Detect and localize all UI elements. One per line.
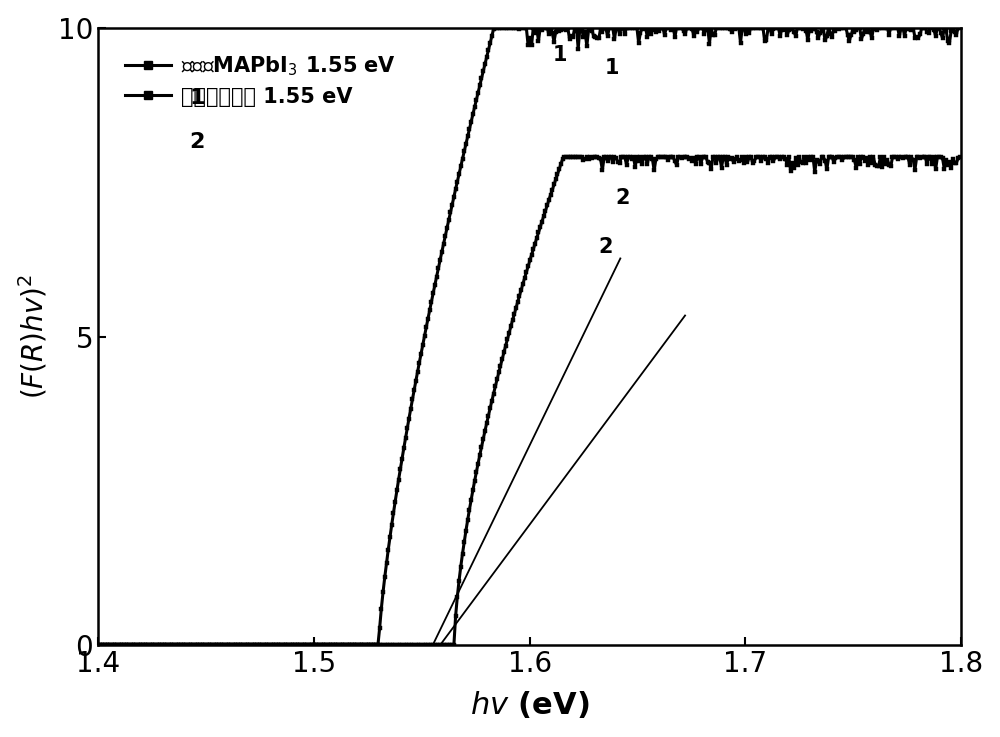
Text: 2: 2 [615, 187, 630, 208]
Text: 1: 1 [553, 46, 567, 66]
Text: 2: 2 [598, 237, 612, 257]
Text: 1: 1 [190, 88, 205, 108]
Legend: 四方相MAPbI$_3$ 1.55 eV, 立方相钙钛矿 1.55 eV: 四方相MAPbI$_3$ 1.55 eV, 立方相钙钛矿 1.55 eV [109, 38, 413, 123]
X-axis label: $hv$ (eV): $hv$ (eV) [470, 689, 590, 720]
Text: 2: 2 [190, 132, 205, 152]
Text: 1: 1 [604, 57, 619, 78]
Y-axis label: $(F(R)hv)^2$: $(F(R)hv)^2$ [17, 274, 50, 399]
